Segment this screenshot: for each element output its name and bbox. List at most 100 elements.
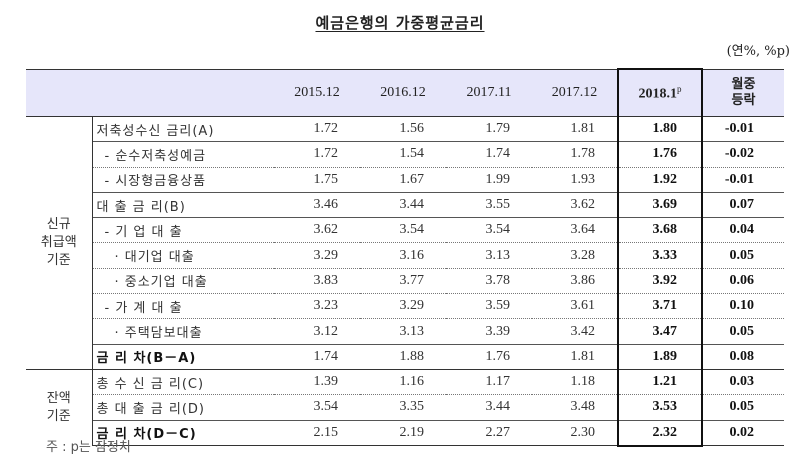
cell: 3.39 <box>446 318 532 345</box>
change-cell: -0.02 <box>702 141 784 168</box>
header-blank <box>26 68 274 117</box>
cell: 3.54 <box>360 217 446 243</box>
cell: 3.48 <box>532 394 618 421</box>
change-cell: 0.10 <box>702 293 784 319</box>
cell: 3.59 <box>446 293 532 319</box>
header-monthly-change: 월중 등락 <box>702 68 784 117</box>
current-cell: 3.68 <box>617 217 703 243</box>
cell: 1.75 <box>274 166 360 193</box>
table-row: - 순수저축성예금 1.72 1.54 1.74 1.78 1.76 -0.02 <box>26 141 784 168</box>
cell: 3.61 <box>532 293 618 319</box>
cell: 2.15 <box>274 419 360 447</box>
cell: 1.81 <box>532 115 618 142</box>
provisional-mark: p <box>677 83 682 94</box>
table-row: · 주택담보대출 3.12 3.13 3.39 3.42 3.47 0.05 <box>26 318 784 345</box>
group-outstanding: 잔액 기준 <box>26 368 93 446</box>
table-row: 총 대 출 금 리(D) 3.54 3.35 3.44 3.48 3.53 0.… <box>26 394 784 421</box>
header-current-period: 2018.1p <box>617 68 703 117</box>
current-cell: 1.89 <box>617 343 703 370</box>
cell: 3.44 <box>360 191 446 218</box>
row-label: 저축성수신 금리(A) <box>92 115 274 142</box>
change-cell: 0.03 <box>702 368 784 395</box>
cell: 3.77 <box>360 267 446 294</box>
table-row: 대 출 금 리(B) 3.46 3.44 3.55 3.62 3.69 0.07 <box>26 191 784 218</box>
change-cell: -0.01 <box>702 115 784 142</box>
current-cell: 1.76 <box>617 141 703 168</box>
cell: 3.13 <box>360 318 446 345</box>
cell: 1.54 <box>360 141 446 168</box>
cell: 3.46 <box>274 191 360 218</box>
header-period: 2015.12 <box>274 68 360 117</box>
row-label: 금 리 차(B－A) <box>92 343 274 370</box>
cell: 3.83 <box>274 267 360 294</box>
cell: 1.67 <box>360 166 446 193</box>
header-row: 2015.12 2016.12 2017.11 2017.12 2018.1p … <box>26 68 784 117</box>
header-period: 2016.12 <box>360 68 446 117</box>
cell: 3.12 <box>274 318 360 345</box>
table-row: - 기 업 대 출 3.62 3.54 3.54 3.64 3.68 0.04 <box>26 217 784 243</box>
cell: 1.17 <box>446 368 532 395</box>
cell: 1.72 <box>274 115 360 142</box>
change-cell: 0.05 <box>702 318 784 345</box>
row-label: - 순수저축성예금 <box>92 141 274 168</box>
cell: 3.64 <box>532 217 618 243</box>
cell: 3.35 <box>360 394 446 421</box>
unit-label: (연%, %p) <box>726 44 790 59</box>
current-cell: 3.92 <box>617 267 703 294</box>
row-label: 총 수 신 금 리(C) <box>92 368 274 395</box>
change-cell: 0.04 <box>702 217 784 243</box>
row-label: - 기 업 대 출 <box>92 217 274 243</box>
cell: 1.16 <box>360 368 446 395</box>
cell: 1.93 <box>532 166 618 193</box>
row-label: · 주택담보대출 <box>92 318 274 345</box>
cell: 1.72 <box>274 141 360 168</box>
cell: 1.78 <box>532 141 618 168</box>
cell: 3.23 <box>274 293 360 319</box>
cell: 1.99 <box>446 166 532 193</box>
cell: 3.62 <box>274 217 360 243</box>
cell: 3.42 <box>532 318 618 345</box>
cell: 3.78 <box>446 267 532 294</box>
change-cell: 0.02 <box>702 419 784 447</box>
cell: 3.16 <box>360 242 446 269</box>
change-cell: -0.01 <box>702 166 784 193</box>
cell: 1.76 <box>446 343 532 370</box>
current-cell: 2.32 <box>617 419 703 447</box>
table-row: · 중소기업 대출 3.83 3.77 3.78 3.86 3.92 0.06 <box>26 267 784 294</box>
row-label: 대 출 금 리(B) <box>92 191 274 218</box>
current-cell: 1.21 <box>617 368 703 395</box>
change-cell: 0.05 <box>702 242 784 269</box>
row-label: - 가 계 대 출 <box>92 293 274 319</box>
table-row: 금 리 차(B－A) 1.74 1.88 1.76 1.81 1.89 0.08 <box>26 343 784 370</box>
cell: 3.29 <box>360 293 446 319</box>
cell: 1.56 <box>360 115 446 142</box>
current-cell: 3.71 <box>617 293 703 319</box>
interest-rate-table: 2015.12 2016.12 2017.11 2017.12 2018.1p … <box>26 68 784 447</box>
row-label: · 중소기업 대출 <box>92 267 274 294</box>
cell: 3.54 <box>274 394 360 421</box>
table-row: 금 리 차(D－C) 2.15 2.19 2.27 2.30 2.32 0.02 <box>26 419 784 447</box>
cell: 1.79 <box>446 115 532 142</box>
cell: 1.39 <box>274 368 360 395</box>
cell: 3.86 <box>532 267 618 294</box>
change-cell: 0.07 <box>702 191 784 218</box>
cell: 3.13 <box>446 242 532 269</box>
table-row: - 시장형금융상품 1.75 1.67 1.99 1.93 1.92 -0.01 <box>26 166 784 193</box>
table-row: 잔액 기준 총 수 신 금 리(C) 1.39 1.16 1.17 1.18 1.… <box>26 368 784 446</box>
cell: 1.81 <box>532 343 618 370</box>
row-label: · 대기업 대출 <box>92 242 274 269</box>
group-new-loans: 신규 취급액 기준 <box>26 116 93 370</box>
cell: 3.44 <box>446 394 532 421</box>
header-period: 2017.11 <box>446 68 532 117</box>
current-cell: 1.80 <box>617 115 703 142</box>
row-label: 금 리 차(D－C) <box>92 419 274 447</box>
cell: 3.28 <box>532 242 618 269</box>
cell: 3.29 <box>274 242 360 269</box>
cell: 2.30 <box>532 419 618 447</box>
cell: 1.74 <box>446 141 532 168</box>
current-cell: 3.47 <box>617 318 703 345</box>
table-row: - 가 계 대 출 3.23 3.29 3.59 3.61 3.71 0.10 <box>26 293 784 319</box>
cell: 3.55 <box>446 191 532 218</box>
cell: 3.54 <box>446 217 532 243</box>
cell: 1.88 <box>360 343 446 370</box>
